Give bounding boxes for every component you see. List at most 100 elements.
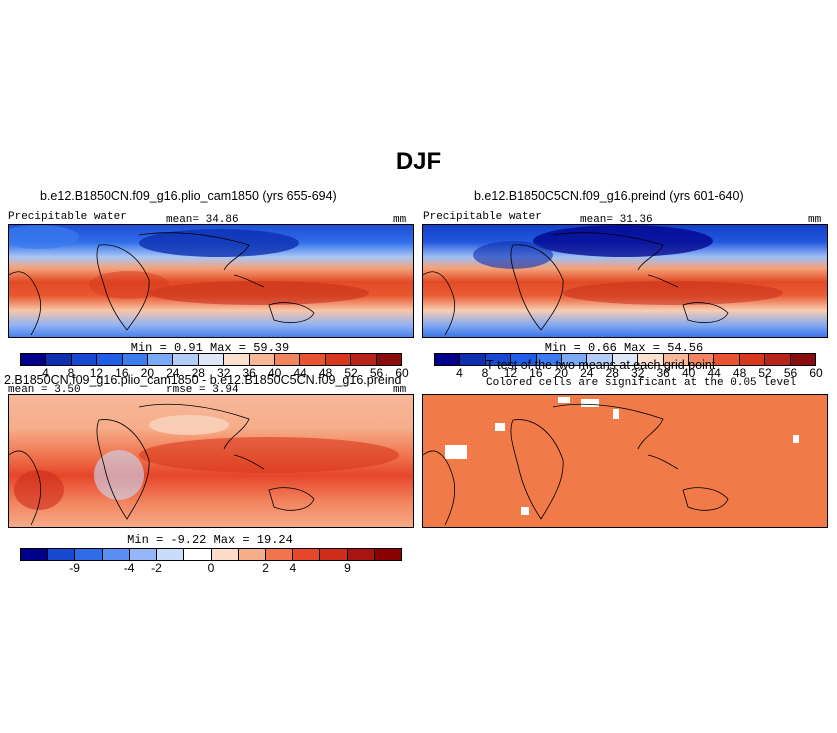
panel1-minmax-text: Min = 0.91 Max = 59.39 <box>130 341 290 355</box>
colorbar-box <box>48 549 76 560</box>
colorbar-box <box>275 354 301 365</box>
colorbar-tick-label: 56 <box>783 366 798 380</box>
colorbar-tick-label: 40 <box>681 366 696 380</box>
panel1-title: b.e12.B1850CN.f09_g16.plio_cam1850 (yrs … <box>40 189 337 203</box>
panel2-units-label: mm <box>808 214 822 226</box>
colorbar-box <box>173 354 199 365</box>
panel2-colorbar-ticks: 4 8 12 16 20 24 28 32 36 40 44 48 52 56 60 <box>434 366 823 380</box>
panel3-colorbar-ticks: -9 -4 -2 0 2 4 9 <box>20 561 402 575</box>
colorbar-box <box>536 354 563 365</box>
colorbar-tick-label: 60 <box>809 366 823 380</box>
colorbar-box <box>71 354 98 365</box>
panel1-map <box>8 224 414 338</box>
colorbar-tick-label: -2 <box>151 561 162 575</box>
colorbar-box <box>351 354 377 365</box>
colorbar-tick-label: 2 <box>262 561 269 575</box>
panel1-colorbar: 4 8 12 16 20 24 28 32 36 40 44 48 52 56 60 <box>20 353 409 380</box>
colorbar-box <box>21 549 49 560</box>
colorbar-tick-label: 9 <box>344 561 351 575</box>
colorbar-tick-label: 24 <box>166 366 180 380</box>
colorbar-box <box>739 354 766 365</box>
colorbar-box <box>293 549 321 560</box>
panel2-colorbar: 4 8 12 16 20 24 28 32 36 40 44 48 52 56 60 <box>434 353 823 380</box>
colorbar-box <box>612 354 639 365</box>
colorbar-tick-label: 20 <box>554 366 569 380</box>
panel1-colorbar-boxes <box>20 353 402 366</box>
colorbar-tick-label: 32 <box>631 366 645 380</box>
colorbar-box <box>21 354 47 365</box>
panel1-minmax: Min = 0.91 Max = 59.39 <box>20 341 400 355</box>
colorbar-box <box>511 354 537 365</box>
colorbar-box <box>75 549 103 560</box>
colorbar-tick-label: 8 <box>481 366 489 380</box>
colorbar-tick-label: 4 <box>42 366 49 380</box>
colorbar-tick-label: -9 <box>69 561 80 575</box>
colorbar-tick-label: 52 <box>758 366 772 380</box>
colorbar-tick-label: 16 <box>115 366 129 380</box>
colorbar-box <box>460 354 486 365</box>
panel3-map <box>8 394 414 528</box>
panel3-units-label: mm <box>393 384 407 396</box>
colorbar-box <box>325 354 352 365</box>
colorbar-tick-label: 0 <box>207 561 215 575</box>
colorbar-box <box>435 354 461 365</box>
colorbar-tick-label: 28 <box>191 366 205 380</box>
colorbar-box <box>224 354 250 365</box>
colorbar-box <box>238 549 266 560</box>
colorbar-box <box>211 549 239 560</box>
panel1-mean-label: mean= 34.86 <box>166 214 239 226</box>
colorbar-box <box>148 354 174 365</box>
colorbar-box <box>714 354 740 365</box>
colorbar-tick-label: 56 <box>369 366 384 380</box>
colorbar-tick-label: 44 <box>707 366 721 380</box>
colorbar-box <box>689 354 715 365</box>
colorbar-tick-label: 52 <box>344 366 358 380</box>
colorbar-box <box>374 549 402 560</box>
colorbar-box <box>485 354 512 365</box>
colorbar-tick-label: 32 <box>217 366 231 380</box>
panel2-minmax-text: Min = 0.66 Max = 54.56 <box>544 341 704 355</box>
colorbar-box <box>157 549 185 560</box>
panel3-colorbar: -9 -4 -2 0 2 4 9 <box>20 548 402 575</box>
colorbar-box <box>638 354 664 365</box>
colorbar-tick-label: 44 <box>293 366 307 380</box>
colorbar-box <box>663 354 690 365</box>
colorbar-box <box>122 354 149 365</box>
panel3-minmax-text: Min = -9.22 Max = 19.24 <box>127 533 293 547</box>
panel3-rmse-label: rmse = 3.94 <box>166 384 239 396</box>
colorbar-box <box>320 549 348 560</box>
colorbar-tick-label: 48 <box>732 366 747 380</box>
colorbar-box <box>790 354 816 365</box>
colorbar-tick-label: 36 <box>242 366 256 380</box>
panel4-map <box>422 394 828 528</box>
colorbar-box <box>198 354 225 365</box>
panel3-title: 2.B1850CN.f09_g16.plio_cam1850 - b.e12.B… <box>4 373 402 387</box>
colorbar-tick-label: 36 <box>656 366 670 380</box>
colorbar-box <box>46 354 72 365</box>
colorbar-box <box>102 549 130 560</box>
colorbar-box <box>765 354 791 365</box>
panel4-subtitle: Colored cells are significant at the 0.0… <box>486 377 797 389</box>
colorbar-tick-label: 16 <box>529 366 543 380</box>
panel3-mean-label: mean = 3.50 <box>8 384 81 396</box>
colorbar-tick-label: 60 <box>395 366 409 380</box>
panel2-variable-label: Precipitable water <box>423 211 542 223</box>
colorbar-box <box>562 354 588 365</box>
colorbar-box <box>300 354 326 365</box>
panel1-colorbar-ticks: 4 8 12 16 20 24 28 32 36 40 44 48 52 56 60 <box>20 366 409 380</box>
panel3-minmax: Min = -9.22 Max = 19.24 <box>20 533 400 547</box>
colorbar-box <box>347 549 375 560</box>
panel2-mean-label: mean= 31.36 <box>580 214 653 226</box>
figure-title: DJF <box>395 148 442 175</box>
colorbar-tick-label: 48 <box>318 366 333 380</box>
colorbar-box <box>184 549 212 560</box>
panel1-units-label: mm <box>393 214 407 226</box>
panel2-map <box>422 224 828 338</box>
colorbar-tick-label: 12 <box>503 366 518 380</box>
colorbar-box <box>249 354 276 365</box>
panel1-variable-label: Precipitable water <box>8 211 127 223</box>
colorbar-tick-label: 8 <box>67 366 75 380</box>
colorbar-tick-label: 28 <box>605 366 619 380</box>
colorbar-box <box>129 549 158 560</box>
panel2-minmax: Min = 0.66 Max = 54.56 <box>434 341 814 355</box>
